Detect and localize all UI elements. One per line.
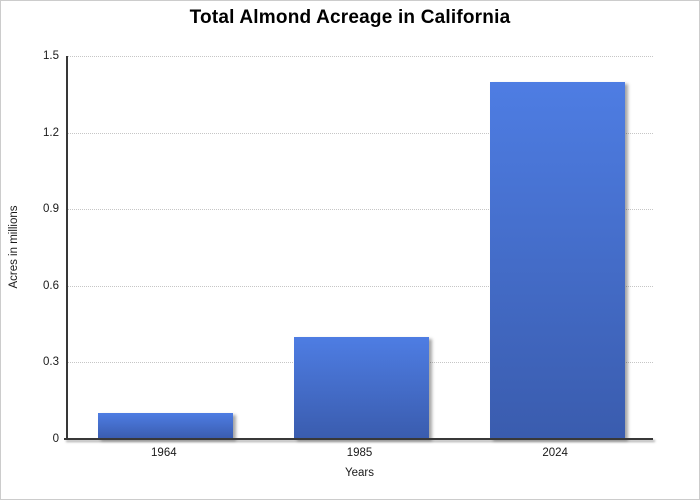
gridline <box>68 285 653 287</box>
gridline <box>68 56 653 57</box>
bar-2024 <box>489 81 625 439</box>
y-tick-label: 0.3 <box>43 356 59 369</box>
bar-1964 <box>98 413 234 439</box>
x-tick-label: 1964 <box>151 447 177 459</box>
bar-1985 <box>294 336 429 439</box>
chart-title: Total Almond Acreage in California <box>189 7 511 28</box>
gridline <box>68 209 653 211</box>
y-tick-label: 0 <box>52 433 59 445</box>
y-tick-label: 0.9 <box>43 203 59 216</box>
x-tick-label: 1985 <box>346 447 373 459</box>
gridline <box>68 132 653 134</box>
y-tick-label: 0.6 <box>43 279 59 292</box>
x-axis-line <box>64 438 653 440</box>
x-axis-title: Years <box>345 467 374 479</box>
x-tick-label: 2024 <box>542 447 568 459</box>
y-tick-label: 1.5 <box>43 50 59 62</box>
y-tick-label: 1.2 <box>43 126 59 139</box>
plot-area <box>66 56 653 439</box>
